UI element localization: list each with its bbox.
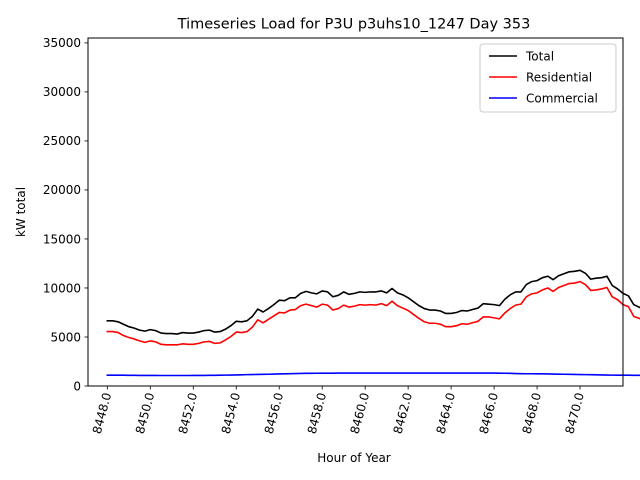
series-line-residential [106,280,640,346]
y-tick-label: 30000 [43,85,81,99]
series-line-commercial [106,372,640,377]
y-tick-label: 10000 [43,281,81,295]
legend-label-total: Total [525,49,554,63]
y-axis-title: kW total [14,187,28,237]
axes-spines [87,37,624,387]
axes-frame [87,37,624,387]
legend-label-commercial: Commercial [526,91,598,105]
y-tick-label: 35000 [43,36,81,50]
y-tick-label: 5000 [50,330,81,344]
legend-label-residential: Residential [526,70,592,84]
y-tick-label: 20000 [43,183,81,197]
legend: Total Residential Commercial [479,43,617,113]
series-layer [106,269,640,377]
y-tick-label: 15000 [43,232,81,246]
x-axis-title: Hour of Year [317,451,391,465]
legend-box [479,43,617,113]
y-tick-label: 0 [73,379,81,393]
y-axis: 0 5000 10000 15000 20000 25000 30000 35000 [43,36,88,393]
y-tick-label: 25000 [43,134,81,148]
series-line-total [106,269,640,335]
chart-title: Timeseries Load for P3U p3uhs10_1247 Day… [177,17,531,33]
